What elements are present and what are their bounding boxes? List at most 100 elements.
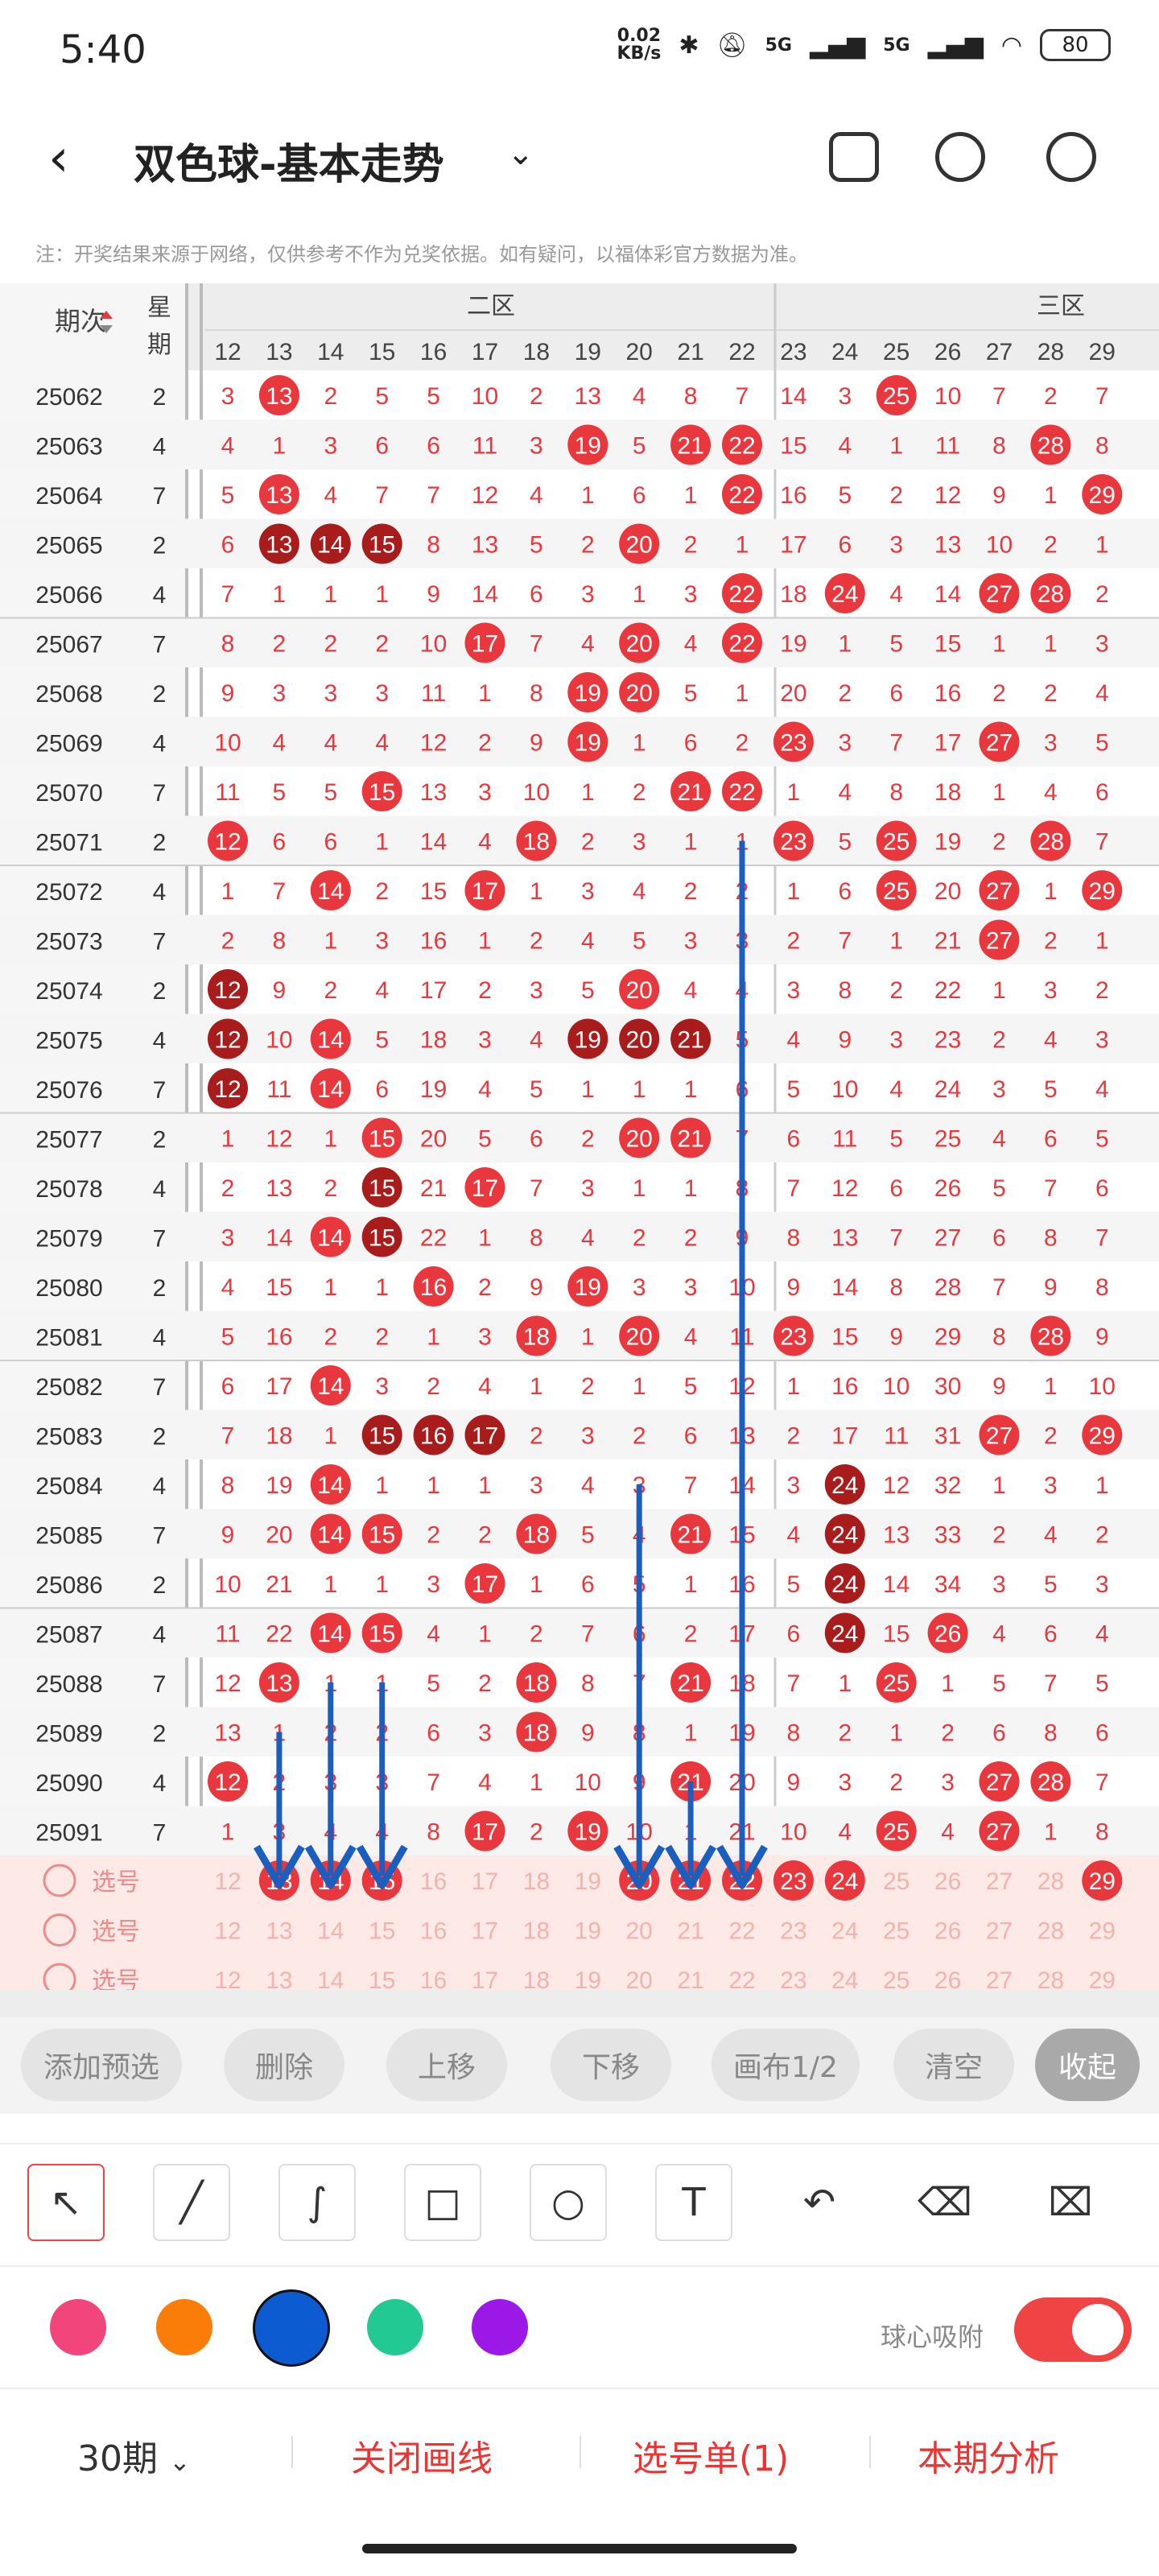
miss-count: 4 [427, 1621, 440, 1648]
miss-count: 1 [324, 1274, 337, 1301]
pick-list-button[interactable]: 选号单(1) [633, 2438, 790, 2479]
analysis-button[interactable]: 本期分析 [918, 2438, 1059, 2479]
sort-down-icon[interactable] [100, 325, 113, 333]
miss-count: 3 [992, 1571, 1006, 1598]
pick-radio[interactable] [43, 1864, 76, 1897]
back-icon[interactable]: ‹ [48, 129, 69, 188]
color-swatch-orange[interactable] [156, 2299, 212, 2355]
selected-ball[interactable] [1082, 1860, 1123, 1901]
layout-icon[interactable] [829, 132, 879, 182]
chevron-down-icon[interactable]: ⌄ [507, 135, 534, 172]
drawn-arrow-head [716, 1844, 768, 1889]
period-cell: 25076 [35, 1077, 102, 1104]
hit-number: 12 [214, 829, 241, 856]
miss-count: 6 [889, 1175, 903, 1202]
miss-count: 1 [375, 581, 389, 608]
row-stripe [0, 1707, 1159, 1757]
hit-ball [310, 1464, 351, 1505]
pick-number: 12 [214, 1868, 241, 1895]
pick-label: 选号 [92, 1919, 140, 1946]
miss-count: 10 [883, 1373, 909, 1400]
drawing-toolbar: ↖ ╱ ∫ □ ○ T ↶ ⌫ ⌧ [0, 2143, 1159, 2264]
color-swatch-green[interactable] [367, 2299, 423, 2355]
curve-tool-icon[interactable]: ∫ [278, 2164, 356, 2241]
hit-ball [567, 672, 608, 712]
hit-number: 18 [523, 1670, 550, 1697]
color-swatch-purple[interactable] [472, 2299, 528, 2355]
snap-toggle[interactable] [1014, 2297, 1132, 2362]
collapse-button[interactable]: 收起 [1035, 2029, 1140, 2101]
color-swatch-pink[interactable] [50, 2299, 106, 2355]
clear-button[interactable]: 清空 [893, 2029, 1014, 2101]
undo-icon[interactable]: ↶ [802, 2180, 836, 2225]
miss-count: 1 [941, 1670, 955, 1697]
delete-button[interactable]: 删除 [224, 2029, 344, 2101]
pick-number: 13 [266, 1967, 292, 1994]
pick-radio[interactable] [43, 1913, 76, 1946]
move-up-button[interactable]: 上移 [386, 2029, 507, 2101]
weekday-cell: 4 [153, 582, 167, 609]
miss-count: 5 [684, 680, 698, 707]
brush-clear-icon[interactable]: ⌧ [1048, 2180, 1093, 2225]
settings-icon[interactable] [1046, 132, 1096, 182]
col-weekday-header-2: 期 [147, 332, 171, 358]
table-header-bg [0, 283, 1159, 370]
page-title[interactable]: 双色球-基本走势 [134, 141, 444, 189]
weekday-cell: 4 [153, 879, 167, 906]
miss-count: 4 [1044, 779, 1058, 806]
miss-count: 1 [1044, 631, 1058, 658]
miss-count: 4 [478, 1076, 492, 1103]
hit-ball [876, 870, 917, 910]
sort-up-icon[interactable] [100, 311, 113, 319]
battery-icon: 80 [1040, 29, 1111, 61]
miss-count: 8 [1095, 1274, 1109, 1301]
selected-ball[interactable] [773, 1860, 814, 1901]
period-select[interactable]: 30期 ⌄ [77, 2438, 191, 2479]
hit-number: 22 [728, 433, 755, 460]
miss-count: 12 [472, 482, 498, 509]
pick-number: 14 [317, 1967, 344, 1994]
hit-ball [619, 622, 660, 663]
canvas-button[interactable]: 画布1/2 [711, 2029, 860, 2101]
weekday-cell: 7 [153, 1671, 167, 1698]
selected-ball[interactable] [824, 1860, 865, 1901]
move-down-button[interactable]: 下移 [551, 2029, 671, 2101]
add-preselect-button[interactable]: 添加预选 [21, 2029, 182, 2101]
miss-count: 1 [633, 1076, 646, 1103]
miss-count: 6 [889, 680, 903, 707]
weekday-cell: 2 [153, 533, 167, 559]
pick-number: 14 [317, 1918, 344, 1945]
arrow-tool-icon[interactable]: ↖ [27, 2164, 105, 2241]
hit-ball [773, 721, 814, 762]
miss-count: 1 [1095, 532, 1109, 559]
period-cell: 25082 [35, 1374, 102, 1401]
miss-count: 4 [889, 581, 903, 608]
pick-number: 17 [472, 1868, 498, 1895]
selected-number: 29 [1089, 1868, 1116, 1895]
miss-count: 2 [581, 829, 595, 856]
miss-count: 1 [684, 482, 698, 509]
hit-ball [876, 820, 917, 861]
hit-number: 22 [728, 631, 755, 658]
line-tool-icon[interactable]: ╱ [153, 2164, 230, 2241]
circle-tool-icon[interactable]: ○ [530, 2164, 607, 2241]
share-icon[interactable] [935, 132, 985, 182]
miss-count: 4 [633, 878, 646, 905]
hit-number: 13 [266, 532, 292, 559]
weekday-cell: 7 [153, 1820, 167, 1847]
miss-count: 14 [934, 581, 961, 608]
hit-ball [258, 523, 299, 564]
text-tool-icon[interactable]: T [655, 2164, 732, 2241]
hit-ball [310, 523, 351, 564]
hit-number: 12 [214, 1076, 241, 1103]
color-swatch-blue[interactable] [253, 2289, 330, 2367]
eraser-icon[interactable]: ⌫ [918, 2180, 972, 2225]
miss-count: 2 [941, 1720, 955, 1747]
miss-count: 1 [1095, 1472, 1109, 1499]
miss-count: 15 [780, 433, 806, 460]
period-cell: 25091 [35, 1820, 102, 1847]
rectangle-tool-icon[interactable]: □ [404, 2164, 481, 2241]
close-lines-button[interactable]: 关闭画线 [351, 2438, 493, 2479]
pick-number: 25 [883, 1918, 909, 1945]
hit-number: 20 [626, 1324, 653, 1351]
